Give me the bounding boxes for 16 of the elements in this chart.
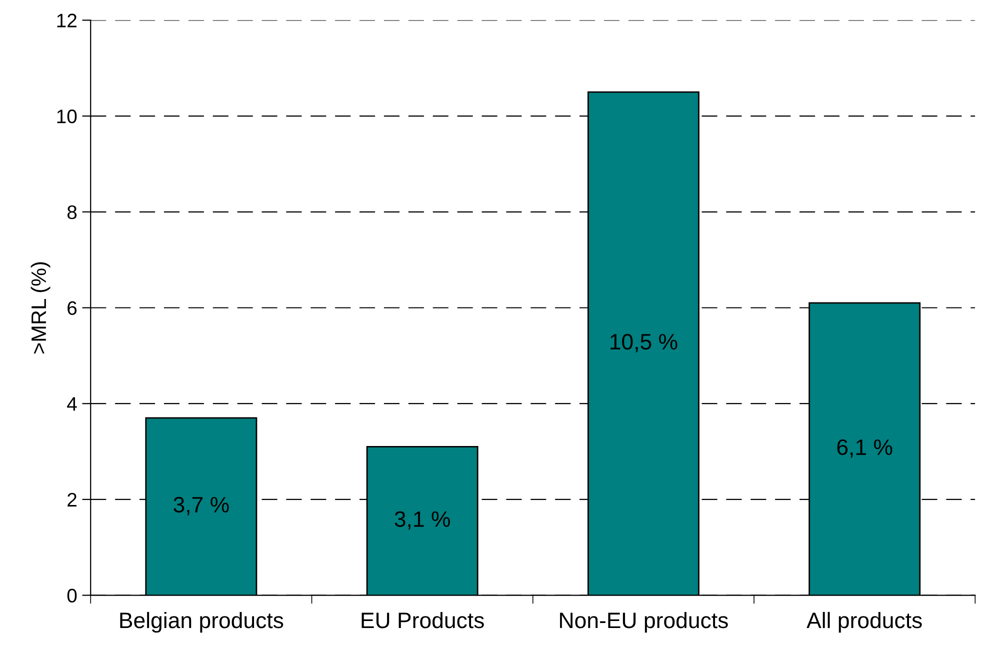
x-tick-label: Belgian products — [120, 612, 284, 633]
data-label: 3,7 % — [174, 496, 229, 516]
y-tick-label: 0 — [67, 588, 77, 603]
y-tick-label: 10 — [57, 110, 77, 124]
y-tick-label: 12 — [57, 14, 76, 28]
y-axis-title: >MRL (%) — [30, 262, 50, 354]
x-tick-label: Non-EU products — [560, 612, 728, 633]
x-tick-label: EU Products — [362, 612, 484, 628]
y-tick-label: 4 — [67, 397, 77, 411]
y-tick-label: 8 — [67, 205, 77, 220]
data-label: 3,1 % — [394, 511, 450, 530]
data-label: 10,5 % — [610, 334, 678, 352]
y-tick-label: 2 — [68, 492, 76, 506]
y-tick-label: 6 — [68, 301, 77, 315]
data-label: 6,1 % — [837, 439, 892, 458]
x-tick-label: All products — [806, 612, 922, 633]
